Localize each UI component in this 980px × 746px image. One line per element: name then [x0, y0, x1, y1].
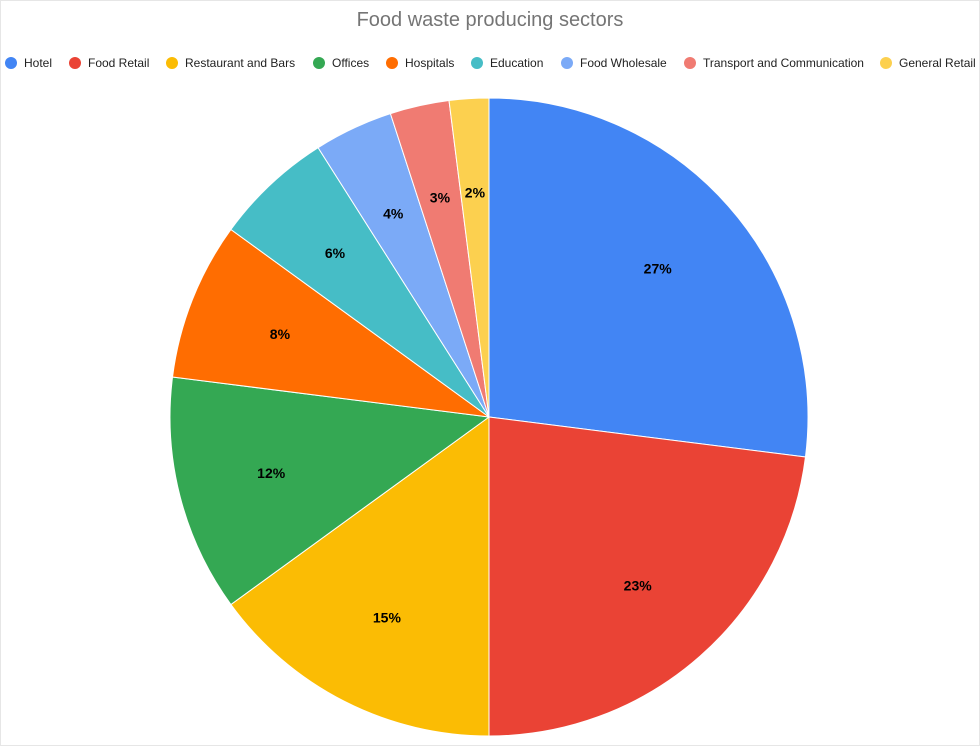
legend-item[interactable]: Food Retail	[69, 56, 149, 70]
slice-label: 2%	[465, 185, 486, 201]
legend-item[interactable]: Food Wholesale	[561, 56, 667, 70]
pie-slice[interactable]	[171, 228, 490, 418]
legend-label: Restaurant and Bars	[185, 56, 296, 70]
slice-label: 3%	[430, 190, 451, 206]
legend-item[interactable]: General Retail	[880, 56, 976, 70]
legend-marker	[386, 57, 398, 69]
legend-label: Offices	[332, 56, 370, 70]
legend-item[interactable]: Restaurant and Bars	[166, 56, 295, 70]
legend-item[interactable]: Offices	[313, 56, 369, 70]
legend-label: Food Wholesale	[580, 56, 667, 70]
pie-slice[interactable]	[488, 97, 809, 458]
legend-label: Food Retail	[88, 56, 150, 70]
slice-label: 23%	[624, 578, 653, 594]
legend-label: Transport and Communication	[703, 56, 864, 70]
pie-slice[interactable]	[448, 97, 490, 418]
legend-item[interactable]: Hospitals	[386, 56, 454, 70]
slice-label: 12%	[257, 465, 286, 481]
legend: Hotel Food Retail Restaurant and Bars Offic…	[1, 56, 979, 74]
slice-label: 4%	[383, 206, 404, 222]
slice-label: 6%	[325, 245, 346, 261]
pie-slice[interactable]	[488, 416, 807, 737]
legend-marker	[471, 57, 483, 69]
legend-marker	[880, 57, 892, 69]
pie-slice[interactable]	[230, 416, 490, 737]
legend-item[interactable]: Transport and Communication	[684, 56, 864, 70]
legend-marker	[69, 57, 81, 69]
legend-marker	[5, 57, 17, 69]
legend-label: Education	[490, 56, 544, 70]
legend-marker	[684, 57, 696, 69]
legend-label: Hotel	[24, 56, 53, 70]
pie-slice[interactable]	[169, 376, 491, 606]
legend-label: General Retail	[899, 56, 976, 70]
legend-label: Hospitals	[405, 56, 455, 70]
slice-label: 8%	[270, 326, 291, 342]
legend-marker	[166, 57, 178, 69]
slice-label: 15%	[373, 609, 402, 625]
legend-marker	[313, 57, 325, 69]
chart-title: Food waste producing sectors	[356, 9, 624, 31]
legend-item[interactable]: Hotel	[5, 56, 52, 70]
legend-marker	[561, 57, 573, 69]
legend-item[interactable]: Education	[471, 56, 543, 70]
slice-label: 27%	[644, 260, 673, 276]
pie-slice[interactable]	[230, 146, 490, 418]
